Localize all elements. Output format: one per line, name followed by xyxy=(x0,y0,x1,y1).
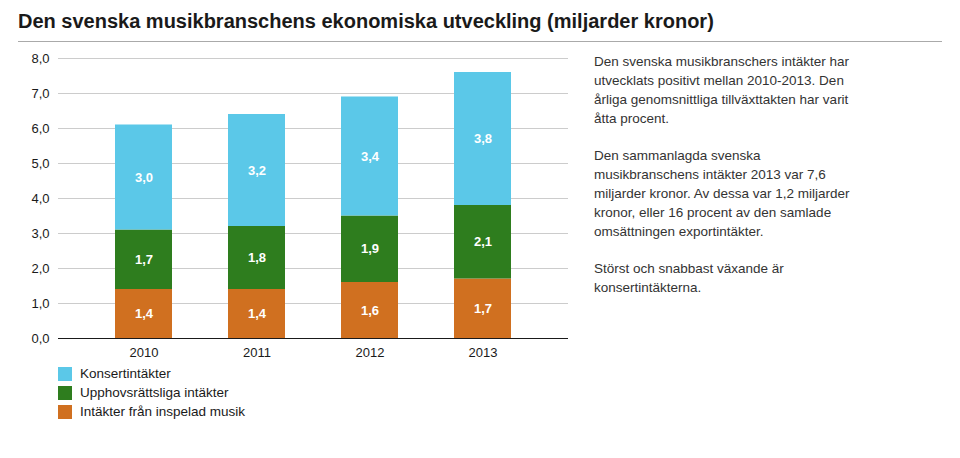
svg-text:3,2: 3,2 xyxy=(248,163,266,178)
svg-text:4,0: 4,0 xyxy=(31,191,49,206)
svg-text:2011: 2011 xyxy=(243,345,271,360)
svg-text:3,0: 3,0 xyxy=(31,226,49,241)
html-text:Konsertintäkter: Konsertintäkter xyxy=(80,366,171,381)
svg-text:1,6: 1,6 xyxy=(361,303,379,318)
svg-text:3,8: 3,8 xyxy=(474,131,492,146)
html-text:omsättningen exportintäkter.: omsättningen exportintäkter. xyxy=(594,224,764,239)
svg-text:2,1: 2,1 xyxy=(474,234,492,249)
html-text:Störst och snabbast växande är: Störst och snabbast växande är xyxy=(594,261,784,276)
html-text:Den svenska musikbranschens ek: Den svenska musikbranschens ekonomiska u… xyxy=(18,10,714,32)
svg-text:8,0: 8,0 xyxy=(31,51,49,66)
svg-text:5,0: 5,0 xyxy=(31,156,49,171)
svg-text:2,0: 2,0 xyxy=(31,261,49,276)
html-text:Den svenska musikbranschers in: Den svenska musikbranschers intäkter har xyxy=(594,54,850,69)
svg-text:1,8: 1,8 xyxy=(248,250,266,265)
svg-text:3,4: 3,4 xyxy=(361,149,380,164)
html-text:åtta procent.: åtta procent. xyxy=(594,111,670,126)
html-text:kronor, eller 16 procent av de: kronor, eller 16 procent av den samlade xyxy=(594,205,832,220)
svg-text:1,7: 1,7 xyxy=(135,252,153,267)
html-text:utvecklats positivt mellan 201: utvecklats positivt mellan 2010-2013. De… xyxy=(594,73,844,88)
html-text:årliga genomsnittliga tillväxt: årliga genomsnittliga tillväxttakten har… xyxy=(594,92,849,107)
svg-text:2013: 2013 xyxy=(469,345,498,360)
html-text:konsertintäkterna.: konsertintäkterna. xyxy=(594,280,702,295)
svg-text:2012: 2012 xyxy=(356,345,385,360)
svg-text:2010: 2010 xyxy=(130,345,159,360)
svg-text:1,0: 1,0 xyxy=(31,296,49,311)
svg-text:1,4: 1,4 xyxy=(248,306,267,321)
svg-text:1,4: 1,4 xyxy=(135,306,154,321)
html-text:Upphovsrättsliga intäkter: Upphovsrättsliga intäkter xyxy=(80,385,229,400)
html-text:miljarder kronor. Av dessa var: miljarder kronor. Av dessa var 1,2 milja… xyxy=(594,186,850,201)
html-text:musikbranschens intäkter 2013: musikbranschens intäkter 2013 var 7,6 xyxy=(594,167,826,182)
svg-text:0,0: 0,0 xyxy=(31,331,49,346)
svg-text:1,7: 1,7 xyxy=(474,301,492,316)
svg-text:6,0: 6,0 xyxy=(31,121,49,136)
svg-text:3,0: 3,0 xyxy=(135,170,153,185)
svg-text:7,0: 7,0 xyxy=(31,86,49,101)
html-text:Intäkter från inspelad musik: Intäkter från inspelad musik xyxy=(80,404,246,419)
svg-text:1,9: 1,9 xyxy=(361,241,379,256)
html-text:Den sammanlagda svenska: Den sammanlagda svenska xyxy=(594,148,761,163)
